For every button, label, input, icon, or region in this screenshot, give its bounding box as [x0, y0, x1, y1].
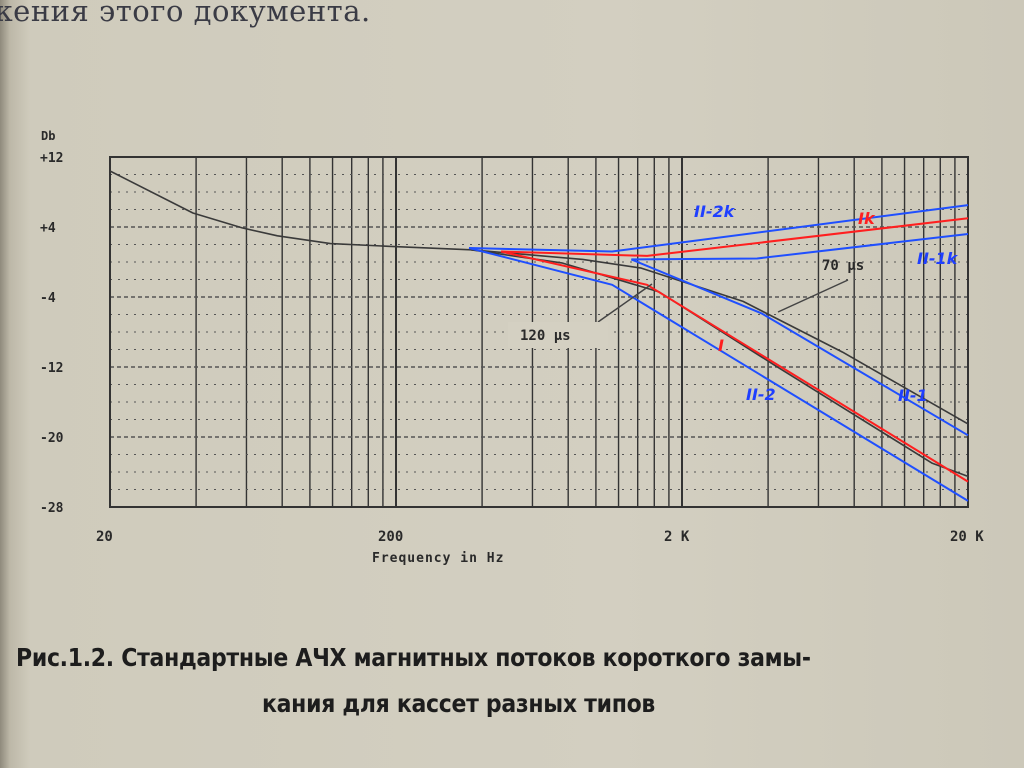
series-lines	[109, 170, 969, 502]
series-line-120us	[470, 249, 969, 478]
series-label-I: I	[718, 336, 724, 355]
series-line-base	[109, 170, 472, 251]
series-line-II-2k	[468, 204, 969, 253]
x-tick-label: 20 K	[950, 529, 984, 545]
annotation-70us-leader	[777, 279, 849, 313]
annotation-120us-bg	[508, 322, 608, 348]
series-label-II-1: II-1	[898, 386, 928, 405]
series-label-Ik: Ik	[858, 209, 876, 228]
x-tick-label: 20	[96, 529, 113, 545]
figure-caption-line2: кания для кассет разных типов	[262, 690, 656, 719]
y-tick-label: +4	[40, 221, 56, 236]
series-line-II-1	[630, 258, 969, 437]
annotation-120us-leader	[597, 283, 653, 323]
x-axis-label: Frequency in Hz	[372, 551, 504, 566]
y-tick-label: -28	[40, 501, 64, 516]
x-tick-label: 200	[378, 529, 403, 545]
x-ticks: 20 200 2 K 20 K	[96, 529, 984, 545]
y-tick-label: -20	[40, 431, 64, 446]
y-tick-label: -12	[40, 361, 63, 376]
figure-caption-line1: Рис.1.2. Стандартные АЧХ магнитных поток…	[16, 644, 811, 673]
series-line-II-2	[468, 247, 969, 502]
y-ticks: +12 +4 -4 -12 -20 -28	[40, 151, 64, 516]
page-top-text: жения этого документа.	[0, 0, 371, 28]
series-label-II-1k: II-1k	[917, 249, 959, 268]
plot-frame	[109, 156, 969, 508]
series-line-I	[500, 250, 969, 483]
series-line-II-1k	[631, 233, 969, 261]
series-label-II-2: II-2	[746, 385, 776, 404]
x-tick-label: 2 K	[664, 529, 690, 545]
annotation-120us: 120 µs	[520, 328, 571, 344]
y-tick-label: +12	[40, 151, 63, 166]
annotation-70us: 70 µs	[822, 258, 864, 274]
series-line-Ik	[501, 217, 969, 257]
series-label-II-2k: II-2k	[694, 202, 736, 221]
y-tick-label: -4	[40, 291, 56, 306]
y-axis-label: Db	[41, 129, 55, 143]
